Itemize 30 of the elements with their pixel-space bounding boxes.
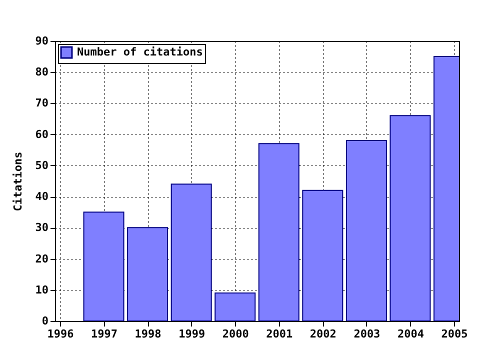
legend-label: Number of citations [77, 46, 203, 58]
y-tick-label: 60 [35, 128, 48, 141]
bar [258, 143, 300, 321]
bar [83, 212, 124, 321]
bar [127, 227, 168, 321]
y-tick-label: 90 [35, 34, 48, 48]
bar [302, 190, 344, 321]
x-tick-label: 2002 [310, 328, 336, 340]
x-tick-label: 2005 [441, 328, 468, 340]
x-tick-label: 1996 [47, 328, 74, 340]
x-tick-label: 1999 [178, 328, 206, 340]
x-tick-label: 2004 [397, 328, 424, 340]
y-tick-label: 30 [35, 221, 48, 234]
x-tick-label: 2003 [354, 328, 380, 340]
y-tick-label: 50 [35, 158, 48, 172]
y-tick-label: 20 [35, 252, 48, 266]
y-axis-title: Citations [11, 152, 24, 212]
x-tick-label: 1997 [91, 328, 118, 340]
y-tick-label: 80 [35, 66, 48, 79]
y-tick-label: 40 [35, 190, 48, 204]
bar [170, 184, 212, 321]
y-tick-label: 0 [42, 314, 48, 328]
bar [214, 292, 256, 321]
y-tick-label: 10 [35, 283, 48, 296]
bar [346, 140, 387, 321]
x-tick-label: 2000 [222, 328, 249, 340]
bar [390, 115, 431, 321]
x-tick-label: 1998 [134, 328, 162, 340]
y-tick-label: 70 [35, 96, 48, 110]
x-tick-label: 2001 [266, 328, 294, 340]
